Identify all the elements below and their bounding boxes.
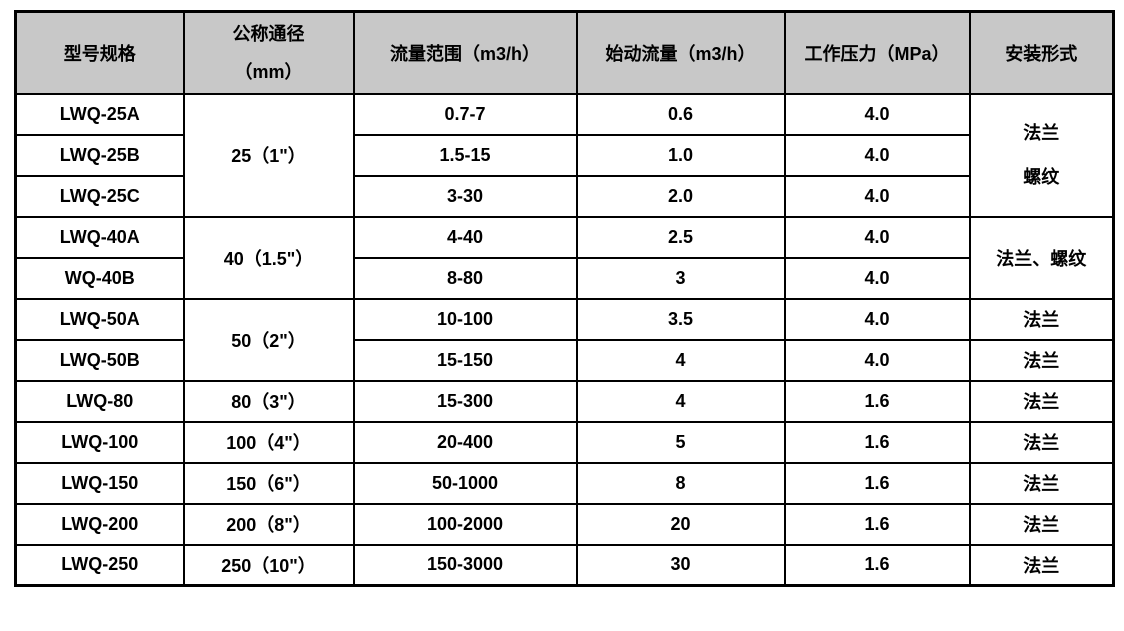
cell-install: 法兰 (968, 502, 1115, 546)
cell-flow-range: 10-100 (352, 297, 578, 341)
col-header-start-flow: 始动流量（m3/h） (575, 10, 786, 95)
cell-install: 法兰 (968, 543, 1115, 587)
cell-flow-range: 0.7-7 (352, 92, 578, 136)
table-row: LWQ-40A 40（1.5"） 4-40 2.5 4.0 法兰、螺纹 (14, 215, 1115, 300)
col-header-pressure: 工作压力（MPa） (783, 10, 971, 95)
cell-flow-range: 150-3000 (352, 543, 578, 587)
cell-install-merged-40: 法兰、螺纹 (968, 215, 1115, 300)
cell-diameter: 250（10"） (182, 543, 355, 587)
cell-model: LWQ-100 (14, 420, 185, 464)
cell-start-flow: 4 (575, 338, 786, 382)
table-row: LWQ-150 150（6"） 50-1000 8 1.6 法兰 (14, 461, 1115, 505)
cell-model: LWQ-80 (14, 379, 185, 423)
col-header-model: 型号规格 (14, 10, 185, 95)
table-row: LWQ-100 100（4"） 20-400 5 1.6 法兰 (14, 420, 1115, 464)
cell-pressure: 4.0 (783, 215, 971, 259)
cell-flow-range: 8-80 (352, 256, 578, 300)
table-row: LWQ-250 250（10"） 150-3000 30 1.6 法兰 (14, 543, 1115, 587)
cell-flow-range: 15-300 (352, 379, 578, 423)
cell-model: LWQ-25A (14, 92, 185, 136)
cell-install: 法兰 (968, 420, 1115, 464)
cell-install: 法兰 (968, 297, 1115, 341)
cell-install-merged-25-text: 法兰 螺纹 (972, 111, 1112, 199)
cell-flow-range: 20-400 (352, 420, 578, 464)
cell-start-flow: 3.5 (575, 297, 786, 341)
cell-model: LWQ-50B (14, 338, 185, 382)
spec-table: 型号规格 公称通径 （mm） 流量范围（m3/h） 始动流量（m3/h） 工作压… (14, 10, 1115, 587)
cell-pressure: 4.0 (783, 297, 971, 341)
cell-diameter-merged-25: 25（1"） (182, 92, 355, 218)
col-header-diameter: 公称通径 （mm） (182, 10, 355, 95)
cell-pressure: 4.0 (783, 338, 971, 382)
table-row: LWQ-200 200（8"） 100-2000 20 1.6 法兰 (14, 502, 1115, 546)
cell-pressure: 4.0 (783, 133, 971, 177)
cell-start-flow: 20 (575, 502, 786, 546)
cell-start-flow: 3 (575, 256, 786, 300)
cell-install-merged-25: 法兰 螺纹 (968, 92, 1115, 218)
table-row: LWQ-25C 3-30 2.0 4.0 (14, 174, 1114, 218)
cell-diameter: 150（6"） (182, 461, 355, 505)
cell-start-flow: 5 (575, 420, 786, 464)
table-row: LWQ-50B 15-150 4 4.0 法兰 (14, 338, 1115, 382)
cell-pressure: 1.6 (783, 543, 971, 587)
cell-flow-range: 100-2000 (352, 502, 578, 546)
cell-start-flow: 2.5 (575, 215, 786, 259)
cell-start-flow: 4 (575, 379, 786, 423)
cell-model: WQ-40B (14, 256, 185, 300)
cell-diameter: 200（8"） (182, 502, 355, 546)
cell-flow-range: 4-40 (352, 215, 578, 259)
table-row: LWQ-25B 1.5-15 1.0 4.0 (14, 133, 1114, 177)
cell-model: LWQ-150 (14, 461, 185, 505)
col-header-install: 安装形式 (968, 10, 1115, 95)
cell-install: 法兰 (968, 338, 1115, 382)
col-header-diameter-line2: （mm） (234, 61, 303, 82)
col-header-diameter-line1: 公称通径 (232, 23, 305, 44)
cell-pressure: 4.0 (783, 174, 971, 218)
cell-pressure: 1.6 (783, 420, 971, 464)
cell-diameter-merged-40: 40（1.5"） (182, 215, 355, 300)
cell-start-flow: 1.0 (575, 133, 786, 177)
table-row: LWQ-80 80（3"） 15-300 4 1.6 法兰 (14, 379, 1115, 423)
cell-pressure: 4.0 (783, 92, 971, 136)
cell-install-line1: 法兰 (1023, 123, 1060, 143)
cell-flow-range: 3-30 (352, 174, 578, 218)
col-header-diameter-text: 公称通径 （mm） (186, 15, 352, 91)
cell-pressure: 1.6 (783, 502, 971, 546)
header-row: 型号规格 公称通径 （mm） 流量范围（m3/h） 始动流量（m3/h） 工作压… (14, 10, 1115, 95)
cell-model: LWQ-50A (14, 297, 185, 341)
cell-diameter-merged-50: 50（2"） (182, 297, 355, 382)
col-header-flow-range: 流量范围（m3/h） (352, 10, 578, 95)
cell-pressure: 1.6 (783, 379, 971, 423)
cell-install: 法兰 (968, 461, 1115, 505)
cell-install-line2: 螺纹 (1023, 167, 1060, 187)
cell-model: LWQ-200 (14, 502, 185, 546)
table-row: LWQ-25A 25（1"） 0.7-7 0.6 4.0 法兰 螺纹 (14, 92, 1115, 218)
cell-start-flow: 2.0 (575, 174, 786, 218)
cell-start-flow: 30 (575, 543, 786, 587)
cell-pressure: 4.0 (783, 256, 971, 300)
cell-start-flow: 8 (575, 461, 786, 505)
cell-flow-range: 1.5-15 (352, 133, 578, 177)
cell-flow-range: 15-150 (352, 338, 578, 382)
cell-pressure: 1.6 (783, 461, 971, 505)
cell-diameter: 80（3"） (182, 379, 355, 423)
table-row: LWQ-50A 50（2"） 10-100 3.5 4.0 法兰 (14, 297, 1115, 382)
cell-model: LWQ-25C (14, 174, 185, 218)
cell-model: LWQ-250 (14, 543, 185, 587)
cell-diameter: 100（4"） (182, 420, 355, 464)
cell-install: 法兰 (968, 379, 1115, 423)
cell-model: LWQ-25B (14, 133, 185, 177)
cell-flow-range: 50-1000 (352, 461, 578, 505)
cell-model: LWQ-40A (14, 215, 185, 259)
cell-start-flow: 0.6 (575, 92, 786, 136)
table-row: WQ-40B 8-80 3 4.0 (14, 256, 1114, 300)
